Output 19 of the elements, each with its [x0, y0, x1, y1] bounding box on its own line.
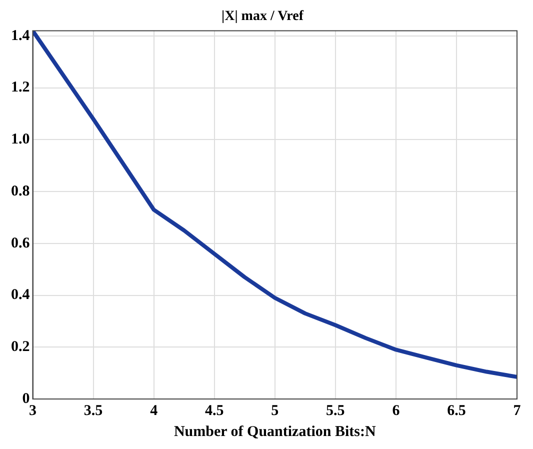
x-tick-label: 4 — [150, 402, 158, 419]
y-tick-label: 0.8 — [11, 183, 30, 200]
y-tick-label: 0.4 — [11, 287, 30, 304]
y-tick-label: 1.2 — [11, 80, 30, 96]
y-tick-label: 1.4 — [11, 28, 30, 44]
y-tick-label: 0.2 — [11, 339, 30, 356]
x-tick-label: 7 — [513, 402, 522, 419]
x-tick-label: 6.5 — [447, 402, 466, 419]
x-tick-label: 6 — [392, 402, 400, 419]
y-tick-label: 0 — [22, 390, 30, 407]
x-tick-label: 5.5 — [326, 402, 345, 419]
x-axis-title: Number of Quantization Bits:N — [174, 424, 376, 440]
y-tick-label: 1.0 — [11, 132, 30, 148]
x-tick-label: 4.5 — [204, 402, 224, 419]
x-tick-label: 5 — [271, 402, 279, 419]
x-tick-label: 3.5 — [84, 402, 103, 419]
chart-title: |X| max / Vref — [222, 9, 304, 24]
y-tick-label: 0.6 — [11, 235, 30, 252]
x-tick-label: 3 — [29, 402, 36, 419]
